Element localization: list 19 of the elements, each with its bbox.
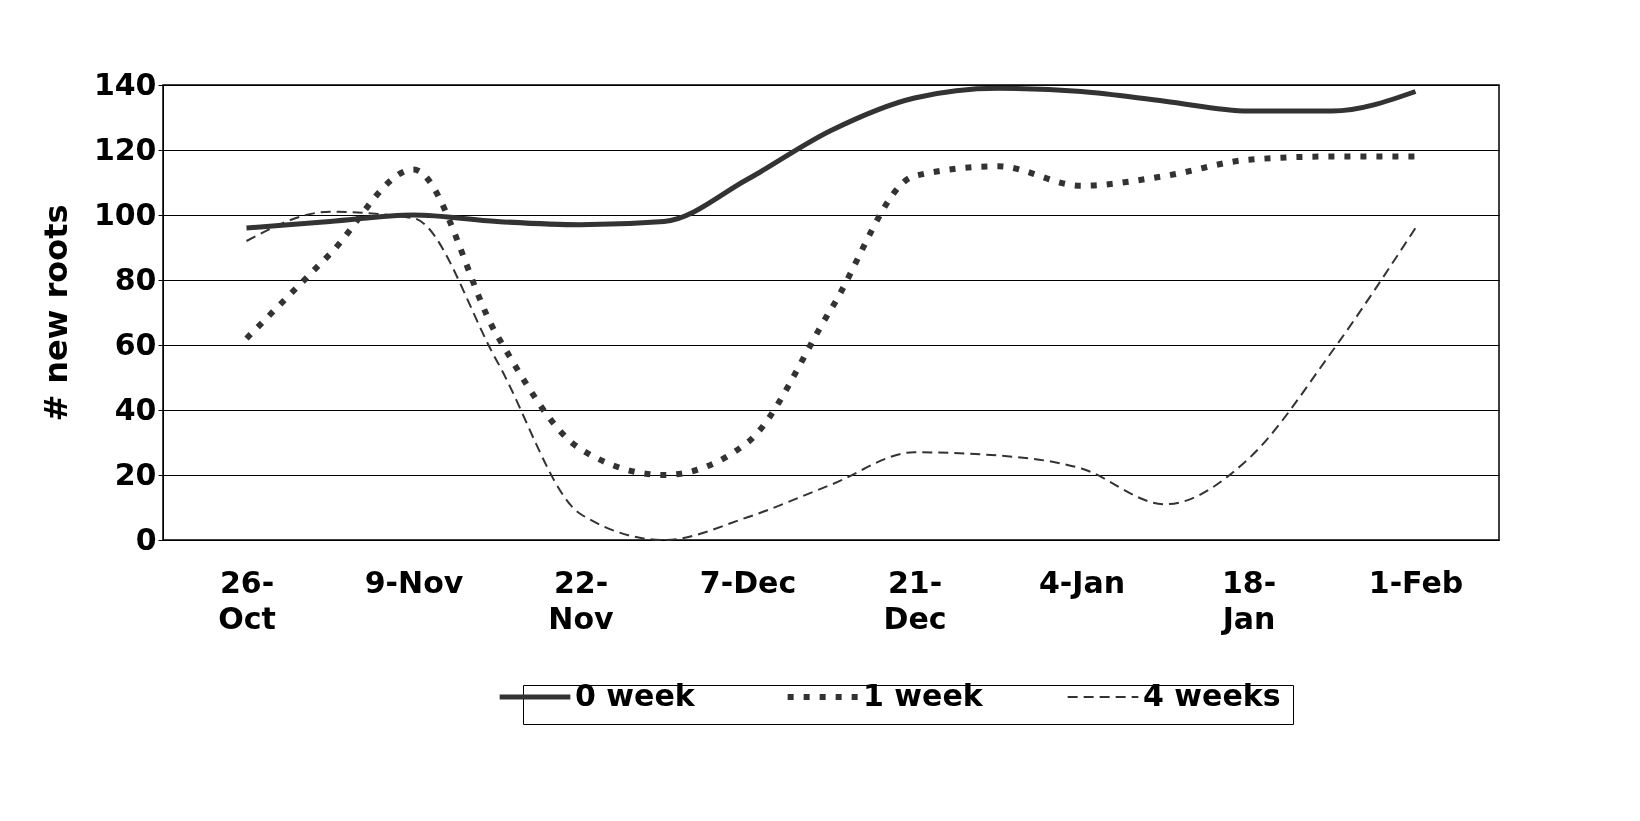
x-tick-label: 22-Nov: [548, 564, 615, 636]
y-axis-title: # new roots: [36, 204, 75, 422]
x-tick-label: 9-Nov: [364, 564, 464, 600]
y-tick-label: 140: [93, 66, 157, 102]
x-tick-label: 1-Feb: [1368, 564, 1464, 600]
y-tick-label: 40: [114, 391, 157, 427]
legend-label: 0 week: [575, 678, 696, 713]
y-tick-label: 0: [135, 521, 157, 557]
y-tick-label: 100: [93, 196, 157, 232]
y-tick-label: 60: [114, 326, 157, 362]
x-tick-label: 26-Oct: [218, 564, 276, 636]
y-tick-label: 120: [93, 131, 157, 167]
x-tick-label: 21-Dec: [883, 564, 947, 636]
y-tick-label: 80: [114, 261, 157, 297]
x-tick-label: 18-Jan: [1220, 564, 1277, 636]
y-tick-label: 20: [114, 456, 157, 492]
x-tick-label: 4-Jan: [1038, 564, 1126, 600]
legend-label: 4 weeks: [1143, 678, 1281, 713]
x-tick-label: 7-Dec: [699, 564, 797, 600]
